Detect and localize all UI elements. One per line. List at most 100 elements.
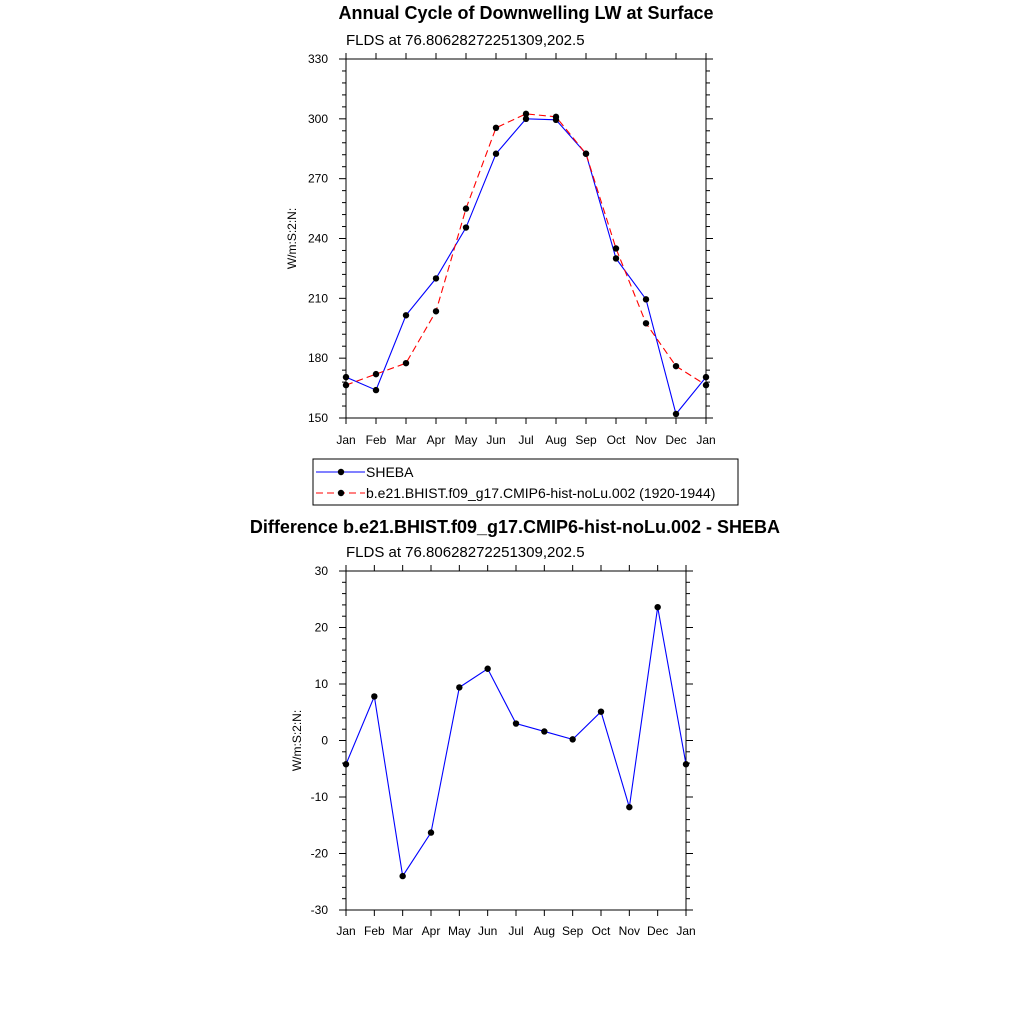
x-tick-label: Mar [396,433,417,447]
chart-subtitle: FLDS at 76.80628272251309,202.5 [346,544,585,561]
y-tick-label: 20 [315,621,329,635]
data-point [372,370,380,378]
data-point [342,761,350,768]
legend-entry: SHEBA [366,464,414,480]
data-point [492,150,500,157]
series-line [345,607,687,878]
data-point [462,224,470,231]
data-point [402,312,410,319]
series-1 [342,603,690,880]
x-tick-label: Jan [676,924,695,938]
y-tick-label: 330 [308,52,328,66]
data-point [569,736,576,743]
x-tick-label: Jan [336,433,355,447]
x-tick-label: May [448,924,471,938]
x-tick-label: Aug [534,924,555,938]
x-tick-label: May [455,433,478,447]
series-line [345,113,707,386]
data-point [612,245,620,252]
series-2 [342,110,710,389]
y-tick-label: -10 [311,790,329,804]
data-point [642,296,650,303]
data-point [371,693,378,700]
x-tick-label: Aug [545,433,566,447]
data-point [342,381,350,389]
data-point [612,255,620,262]
y-tick-label: 0 [321,734,328,748]
data-point [541,728,548,735]
chart-subtitle: FLDS at 76.80628272251309,202.5 [346,32,585,49]
x-tick-label: Oct [592,924,611,938]
data-point [642,320,650,327]
y-tick-label: 10 [315,677,329,691]
x-tick-label: Apr [422,924,441,938]
chart-title: Difference b.e21.BHIST.f09_g17.CMIP6-his… [250,517,780,537]
x-tick-label: Jun [478,924,497,938]
chart-title: Annual Cycle of Downwelling LW at Surfac… [338,3,713,23]
x-tick-label: Nov [635,433,656,447]
data-point [672,362,680,370]
data-point [432,308,440,315]
series-line [345,118,707,416]
data-point [522,115,530,123]
chart-2: Difference b.e21.BHIST.f09_g17.CMIP6-his… [250,517,780,938]
legend-entry: b.e21.BHIST.f09_g17.CMIP6-hist-noLu.002 … [366,485,715,501]
chart-1: Annual Cycle of Downwelling LW at Surfac… [285,3,739,506]
y-tick-label: 210 [308,291,328,305]
y-tick-label: -30 [311,903,329,917]
y-tick-label: 180 [308,351,328,365]
data-point [462,205,470,212]
x-tick-label: Mar [392,924,413,938]
data-point [432,275,440,282]
y-tick-label: -20 [311,847,329,861]
data-point [522,110,530,118]
y-tick-label: 150 [308,411,328,425]
x-tick-label: Dec [647,924,668,938]
x-tick-label: Nov [619,924,640,938]
data-point [672,410,680,418]
data-point [427,829,435,836]
x-tick-label: Oct [607,433,626,447]
x-tick-label: Sep [562,924,584,938]
data-point [682,761,690,768]
data-point [402,359,410,367]
x-tick-label: Sep [575,433,597,447]
legend: SHEBA b.e21.BHIST.f09_g17.CMIP6-hist-noLu… [312,458,739,506]
x-tick-label: Feb [364,924,385,938]
y-tick-label: 270 [308,172,328,186]
data-point [552,113,560,121]
legend-swatch-marker [337,468,345,476]
x-tick-label: Jan [696,433,715,447]
legend-box [312,458,739,506]
y-axis-label: W/m:S:2:N: [285,208,299,269]
x-tick-label: Jul [508,924,523,938]
data-point [654,603,661,611]
data-point [372,386,380,394]
data-point [484,665,491,672]
data-point [702,381,710,389]
x-tick-label: Jun [486,433,505,447]
data-point [342,373,350,381]
data-point [492,124,500,132]
legend-swatch-marker [337,489,345,497]
data-point [626,803,633,811]
y-tick-label: 30 [315,564,329,578]
x-tick-label: Dec [665,433,686,447]
data-point [512,720,520,727]
y-tick-label: 300 [308,112,328,126]
data-point [582,150,590,157]
y-axis-label: W/m:S:2:N: [290,710,304,771]
x-tick-label: Jan [336,924,355,938]
data-point [399,872,406,880]
y-tick-label: 240 [308,232,328,246]
plot-frame [345,570,687,911]
x-tick-label: Apr [427,433,446,447]
x-tick-label: Feb [366,433,387,447]
series-1 [342,115,710,418]
data-point [702,373,710,381]
data-point [456,684,463,691]
data-point [597,708,605,715]
x-tick-label: Jul [518,433,533,447]
